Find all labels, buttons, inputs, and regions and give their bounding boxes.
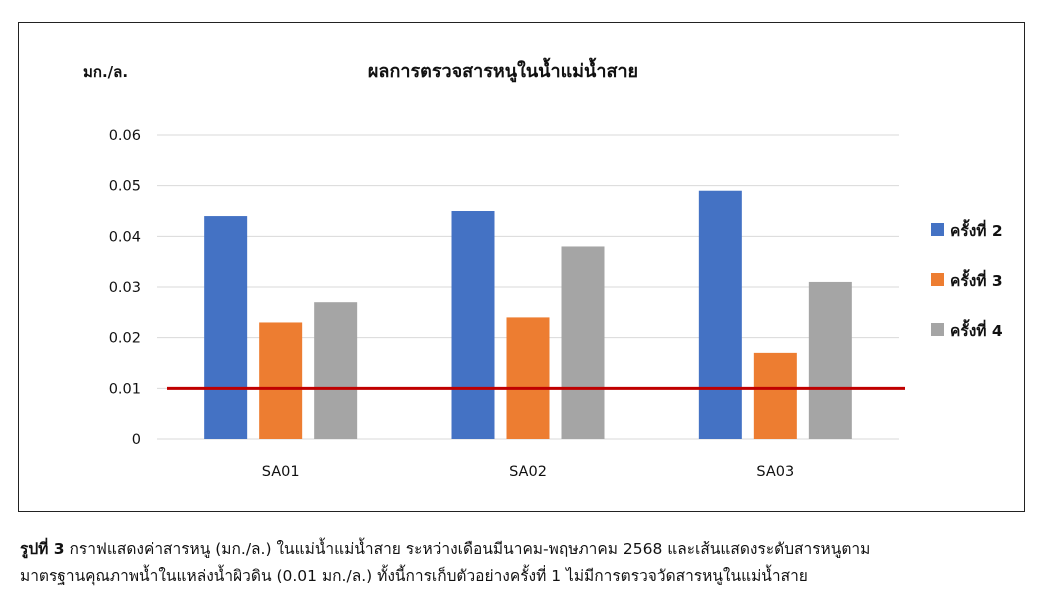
bar-sa02-series-3 — [561, 246, 605, 439]
bar-sa02-series-1 — [451, 211, 495, 439]
bar-sa03-series-1 — [698, 190, 742, 439]
y-tick-label: 0.05 — [109, 179, 141, 195]
legend-swatch — [931, 323, 944, 336]
caption-text-2: มาตรฐานคุณภาพน้ำในแหล่งน้ำผิวดิน (0.01 ม… — [20, 567, 808, 585]
y-axis-unit-label: มก./ล. — [83, 63, 128, 81]
legend-swatch — [931, 273, 944, 286]
bar-sa03-series-3 — [808, 281, 852, 439]
bar-sa01-series-2 — [259, 322, 303, 439]
y-tick-label: 0 — [132, 432, 141, 448]
y-tick-label: 0.04 — [109, 229, 141, 245]
bar-sa01-series-3 — [314, 302, 358, 439]
x-tick-label: SA02 — [509, 464, 547, 480]
bar-chart: ผลการตรวจสารหนูในน้ำแม่น้ำสาย มก./ล. 0 0.… — [83, 57, 1003, 480]
chart-frame: ผลการตรวจสารหนูในน้ำแม่น้ำสาย มก./ล. 0 0.… — [18, 22, 1025, 512]
bar-sa01-series-1 — [204, 216, 248, 439]
legend-swatch — [931, 223, 944, 236]
legend-label: ครั้งที่ 3 — [950, 269, 1003, 290]
y-tick-label: 0.01 — [109, 381, 141, 397]
legend-label: ครั้งที่ 4 — [950, 319, 1003, 340]
figure-caption-line-2: มาตรฐานคุณภาพน้ำในแหล่งน้ำผิวดิน (0.01 ม… — [20, 563, 1050, 589]
chart-title: ผลการตรวจสารหนูในน้ำแม่น้ำสาย — [368, 57, 638, 83]
caption-text-1: กราฟแสดงค่าสารหนู (มก./ล.) ในแม่น้ำแม่น้… — [64, 540, 871, 558]
bar-sa03-series-2 — [753, 352, 797, 439]
legend: ครั้งที่ 2 ครั้งที่ 3 ครั้งที่ 4 — [931, 219, 1003, 340]
y-tick-label: 0.03 — [109, 280, 141, 296]
y-tick-label: 0.02 — [109, 331, 141, 347]
x-tick-label: SA01 — [262, 464, 300, 480]
y-tick-labels: 0 0.01 0.02 0.03 0.04 0.05 0.06 — [109, 128, 141, 448]
bar-sa02-series-2 — [506, 317, 550, 439]
figure-caption-line-1: รูปที่ 3 กราฟแสดงค่าสารหนู (มก./ล.) ในแม… — [20, 536, 1050, 562]
bars — [204, 190, 852, 439]
legend-label: ครั้งที่ 2 — [950, 219, 1003, 240]
caption-label: รูปที่ 3 — [20, 540, 65, 558]
x-tick-labels: SA01 SA02 SA03 — [262, 464, 795, 480]
x-tick-label: SA03 — [756, 464, 794, 480]
y-tick-label: 0.06 — [109, 128, 141, 144]
